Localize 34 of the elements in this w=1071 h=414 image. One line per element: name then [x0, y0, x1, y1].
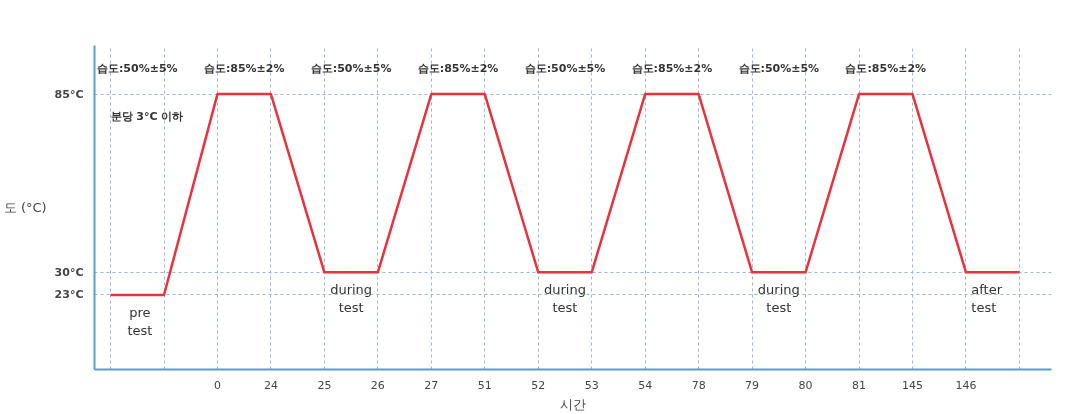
x-tick-label: 27	[424, 378, 439, 392]
annotation: 습도:50%±5%	[96, 61, 178, 75]
annotation: 습도:50%±5%	[310, 61, 392, 75]
x-tick-label: 24	[263, 378, 278, 392]
x-tick-label: 80	[798, 378, 813, 392]
y-tick-label: 85°C	[54, 87, 84, 101]
annotation: 습도:85%±2%	[203, 61, 285, 75]
annotation: during test	[330, 282, 373, 316]
y-tick-label: 23°C	[54, 288, 84, 302]
annotation: during test	[757, 282, 800, 316]
annotation: 분당 3°C 이하	[110, 110, 184, 124]
x-tick-label: 26	[370, 378, 385, 392]
annotation: after test	[971, 282, 1003, 316]
annotation: 습도:85%±2%	[631, 61, 713, 75]
x-tick-label: 51	[477, 378, 492, 392]
annotation: pre test	[127, 304, 153, 338]
x-tick-label: 79	[745, 378, 760, 392]
x-axis-title: 시간	[560, 396, 586, 412]
x-tick-label: 78	[691, 378, 706, 392]
x-tick-label: 54	[638, 378, 653, 392]
x-tick-label: 81	[852, 378, 867, 392]
annotation: during test	[544, 282, 586, 316]
x-tick-label: 52	[531, 378, 546, 392]
y-axis-title: 도 (°C)	[3, 200, 47, 215]
y-tick-label: 30°C	[54, 265, 84, 279]
x-tick-label: 0	[213, 378, 221, 392]
x-tick-label: 53	[584, 378, 599, 392]
annotation: 습도:85%±2%	[845, 61, 927, 75]
annotation: 습도:50%±5%	[524, 61, 606, 75]
x-tick-label: 25	[317, 378, 332, 392]
x-tick-label: 146	[955, 378, 977, 392]
annotation: 습도:85%±2%	[417, 61, 499, 75]
x-tick-label: 145	[902, 378, 923, 392]
annotation: 습도:50%±5%	[738, 61, 820, 75]
